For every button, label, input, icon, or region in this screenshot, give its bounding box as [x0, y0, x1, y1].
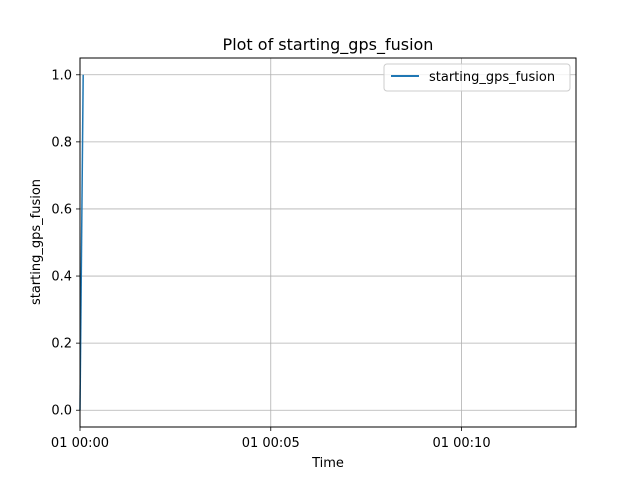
grid [79, 58, 576, 427]
x-axis-label: Time [311, 456, 344, 471]
y-tick-label: 0.8 [51, 135, 72, 150]
y-tick-label: 1.0 [51, 68, 72, 83]
legend-label: starting_gps_fusion [429, 70, 555, 85]
x-tick-label: 01 00:00 [51, 436, 109, 451]
y-tick-label: 0.2 [51, 337, 72, 352]
plot-area-frame [79, 57, 577, 428]
x-tick-label: 01 00:05 [242, 436, 300, 451]
legend: starting_gps_fusion [383, 63, 571, 92]
legend-box [383, 63, 571, 92]
chart-title: Plot of starting_gps_fusion [223, 35, 434, 55]
series-layer [79, 74, 84, 411]
x-axis: 01 00:00 01 00:05 01 00:10 [51, 427, 491, 451]
y-tick-label: 0.6 [51, 202, 72, 217]
y-axis-label: starting_gps_fusion [29, 179, 44, 305]
y-tick-label: 0.4 [51, 270, 72, 285]
x-tick-label: 01 00:10 [432, 436, 490, 451]
series-line [79, 74, 84, 411]
y-axis: 0.0 0.2 0.4 0.6 0.8 1.0 [51, 68, 80, 419]
y-tick-label: 0.0 [51, 404, 72, 419]
